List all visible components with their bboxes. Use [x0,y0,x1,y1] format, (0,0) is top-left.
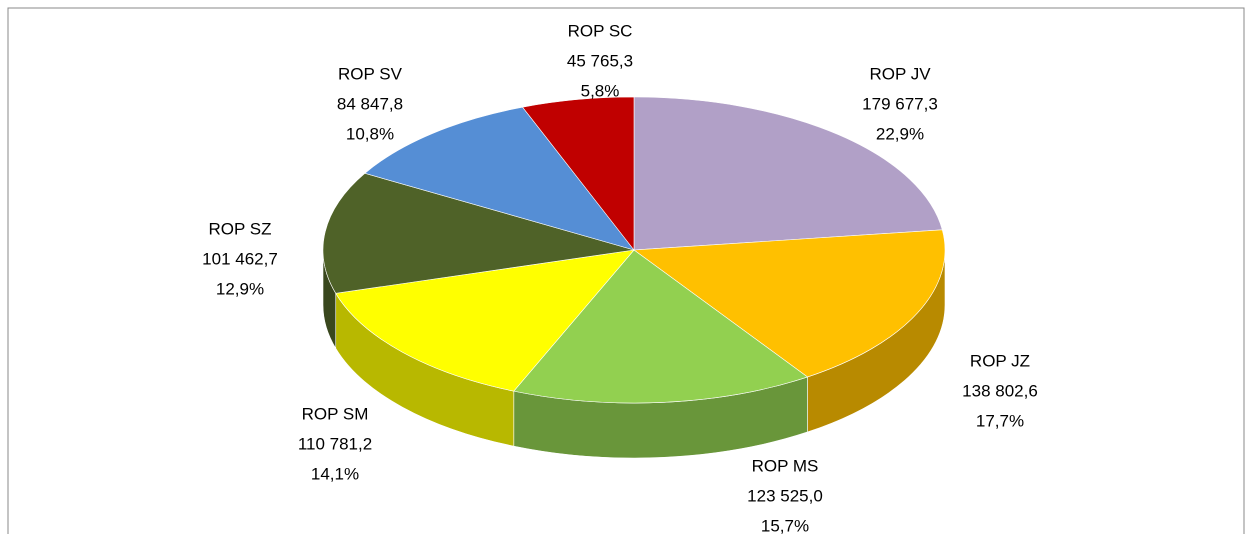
pie-slice [633,229,946,378]
value-label: 84 847,8 [337,94,403,113]
category-label: ROP JV [869,64,931,83]
percent-label: 10,8% [346,124,394,143]
pie-slice [364,106,635,251]
percent-label: 5,8% [581,81,620,100]
value-label: 123 525,0 [747,486,823,505]
pie-slice [513,249,809,404]
category-label: ROP JZ [970,351,1030,370]
value-label: 179 677,3 [862,94,938,113]
pie-slice [322,172,635,294]
percent-label: 22,9% [876,124,924,143]
percent-label: 14,1% [311,464,359,483]
value-label: 45 765,3 [567,51,633,70]
percent-label: 12,9% [216,279,264,298]
pie-slice [522,96,635,251]
category-label: ROP SV [338,64,403,83]
category-label: ROP MS [752,456,819,475]
pie-slice [335,249,635,392]
category-label: ROP SC [568,21,633,40]
percent-label: 15,7% [761,516,809,534]
pie-slice [633,96,943,251]
category-label: ROP SZ [209,219,272,238]
value-label: 138 802,6 [962,381,1038,400]
labels: ROP JV 179 677,3 22,9% ROP JZ 138 802,6 17,7%… [202,21,1038,534]
category-label: ROP SM [302,404,369,423]
chart-frame [7,7,1245,534]
pie-tops [322,96,946,404]
value-label: 110 781,2 [298,434,372,453]
percent-label: 17,7% [976,411,1024,430]
value-label: 101 462,7 [202,249,278,268]
